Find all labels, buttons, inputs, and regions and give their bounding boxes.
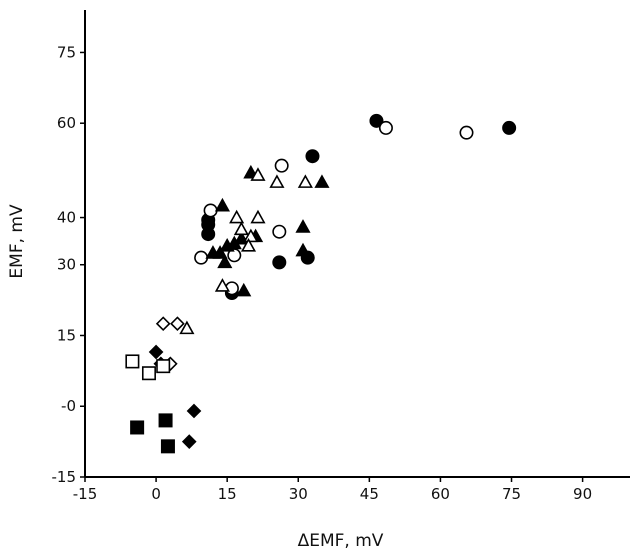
filled-triangle-marker — [214, 197, 230, 212]
x-tick-label: 60 — [431, 485, 450, 503]
filled-square-marker — [158, 413, 173, 428]
filled-triangle-marker — [219, 238, 235, 252]
axes — [84, 10, 630, 478]
x-axis-title: ΔEMF, mV — [298, 531, 384, 551]
open-triangle-marker — [250, 167, 266, 181]
y-tick-label: 60 — [57, 114, 76, 132]
filled-diamond-marker — [148, 344, 164, 360]
open-circle-marker — [378, 120, 393, 135]
y-tick-label: -15 — [52, 468, 77, 486]
x-tick-label: 0 — [151, 485, 161, 503]
filled-circle-marker — [305, 149, 320, 164]
data-points — [125, 113, 517, 454]
y-tick-label: -0 — [61, 397, 76, 415]
y-tick-label: 15 — [57, 326, 76, 344]
open-triangle-marker — [229, 209, 245, 224]
y-axis-title: EMF, mV — [7, 204, 27, 279]
y-tick-label: 30 — [57, 256, 76, 274]
filled-triangle-marker — [314, 174, 330, 188]
x-tick-label: 90 — [573, 485, 592, 503]
open-diamond-marker — [170, 316, 185, 332]
filled-circle-marker — [272, 255, 287, 270]
open-square-marker — [125, 354, 140, 369]
x-tick-label: -15 — [73, 485, 98, 503]
filled-diamond-marker — [181, 434, 197, 449]
filled-square-marker — [130, 420, 145, 435]
filled-triangle-marker — [212, 245, 228, 259]
open-circle-marker — [203, 203, 218, 218]
open-triangle-marker — [179, 320, 195, 335]
x-tick-label: 30 — [289, 485, 308, 503]
open-diamond-marker — [155, 316, 171, 332]
filled-circle-marker — [201, 227, 216, 242]
open-triangle-marker — [297, 174, 313, 188]
y-tick-label: 40 — [57, 209, 76, 227]
open-square-marker — [156, 359, 171, 374]
filled-triangle-marker — [295, 219, 311, 233]
open-circle-marker — [459, 125, 474, 140]
open-square-marker — [141, 366, 156, 381]
open-triangle-marker — [269, 174, 285, 188]
y-tick-label: 75 — [57, 43, 76, 61]
open-triangle-marker — [214, 278, 230, 292]
open-circle-marker — [272, 224, 287, 239]
x-tick-label: 75 — [502, 485, 521, 503]
x-tick-label: 15 — [218, 485, 237, 503]
open-triangle-marker — [233, 221, 249, 236]
open-triangle-marker — [243, 228, 259, 243]
open-triangle-marker — [250, 209, 266, 224]
ticks: -15 0 15 30 45 60 75 90 -15 -0 15 30 40 60 75 — [52, 43, 593, 503]
open-circle-marker — [194, 250, 209, 265]
filled-triangle-marker — [217, 254, 233, 269]
open-triangle-marker — [240, 238, 257, 252]
x-tick-label: 45 — [360, 485, 379, 503]
filled-circle-marker — [502, 120, 517, 135]
filled-square-marker — [160, 439, 175, 454]
open-circle-marker — [274, 158, 289, 173]
filled-triangle-marker — [295, 242, 311, 257]
filled-circle-marker — [369, 113, 384, 128]
filled-diamond-marker — [186, 403, 202, 419]
filled-triangle-marker — [236, 282, 252, 297]
